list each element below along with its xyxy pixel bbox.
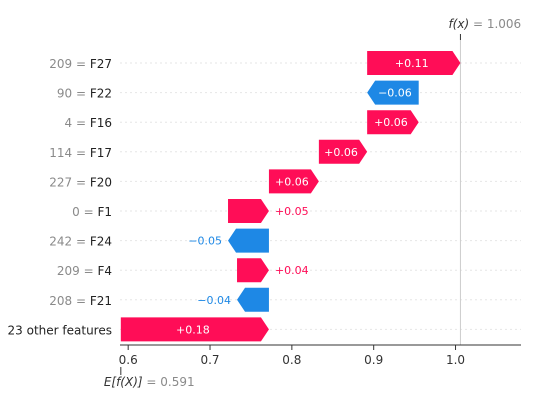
- bar-value-label: +0.11: [395, 57, 429, 70]
- fx-label-value: = 1.006: [469, 17, 521, 31]
- bar-value-label: −0.05: [188, 235, 222, 248]
- row-label-value: 242 =: [49, 234, 90, 248]
- row-label-feature: F16: [90, 116, 112, 130]
- efx-label-name: E[f(X)]: [104, 375, 143, 389]
- row-label-value: 0 =: [72, 205, 97, 219]
- row-label-value: 209 =: [57, 264, 98, 278]
- x-tick-label: 0.8: [282, 353, 301, 367]
- row-label-value: 227 =: [49, 175, 90, 189]
- waterfall-bar: [367, 110, 419, 135]
- row-label-feature: F24: [90, 234, 112, 248]
- waterfall-bar: [228, 228, 269, 253]
- row-label: 209 = F27: [49, 57, 112, 71]
- row-label-feature: F21: [90, 293, 112, 307]
- row-label: 23 other features: [8, 323, 112, 337]
- row-label-value: 4 =: [65, 116, 90, 130]
- bar-value-label: −0.06: [378, 87, 412, 100]
- row-label-feature: F1: [97, 205, 112, 219]
- bar-value-label: +0.05: [275, 205, 309, 218]
- row-label: 0 = F1: [72, 205, 112, 219]
- row-label: 90 = F22: [57, 86, 112, 100]
- row-label: 208 = F21: [49, 293, 112, 307]
- bar-value-label: +0.06: [324, 146, 358, 159]
- waterfall-bar: [237, 258, 269, 283]
- row-label-feature: F27: [90, 57, 112, 71]
- bars: +0.11 −0.06 +0.06 +0.06 +0.06 +0.05 −0.05 +0.04…: [120, 51, 461, 342]
- row-label-value: 208 =: [49, 293, 90, 307]
- row-label-feature: F4: [97, 264, 112, 278]
- row-label: 4 = F16: [65, 116, 113, 130]
- fx-label-name: f(x): [448, 17, 469, 31]
- waterfall-bar: [237, 287, 269, 312]
- bar-value-label: +0.06: [275, 175, 309, 188]
- row-label-value: 209 =: [49, 57, 90, 71]
- x-tick-label: 1.0: [446, 353, 465, 367]
- x-tick-label: 0.6: [119, 353, 138, 367]
- row-label: 227 = F20: [49, 175, 112, 189]
- bar-value-label: +0.18: [176, 323, 210, 336]
- row-label: 114 = F17: [49, 145, 112, 159]
- x-axis: 0.6 0.7 0.8 0.9 1.0: [119, 344, 521, 375]
- x-tick-label: 0.9: [364, 353, 383, 367]
- row-label: 209 = F4: [57, 264, 112, 278]
- fx-label: f(x) = 1.006: [448, 17, 521, 31]
- waterfall-bar: [120, 317, 269, 342]
- row-label-feature: 23 other features: [8, 323, 112, 337]
- row-label-value: 114 =: [49, 145, 90, 159]
- row-label-feature: F20: [90, 175, 112, 189]
- row-label: 242 = F24: [49, 234, 112, 248]
- row-labels: 209 = F27 90 = F22 4 = F16 114 = F17 227 = F…: [8, 57, 112, 337]
- efx-label-value: = 0.591: [143, 375, 195, 389]
- row-label-feature: F22: [90, 86, 112, 100]
- x-tick-label: 0.7: [200, 353, 219, 367]
- efx-label: E[f(X)] = 0.591: [104, 375, 195, 389]
- waterfall-bar: [367, 80, 419, 105]
- waterfall-bar: [318, 139, 368, 164]
- bar-value-label: −0.04: [197, 294, 231, 307]
- row-label-value: 90 =: [57, 86, 90, 100]
- bar-value-label: +0.04: [275, 264, 309, 277]
- waterfall-bar: [228, 199, 269, 223]
- waterfall-bar: [268, 169, 319, 194]
- row-label-feature: F17: [90, 145, 112, 159]
- waterfall-bar: [367, 51, 461, 75]
- bar-value-label: +0.06: [374, 116, 408, 129]
